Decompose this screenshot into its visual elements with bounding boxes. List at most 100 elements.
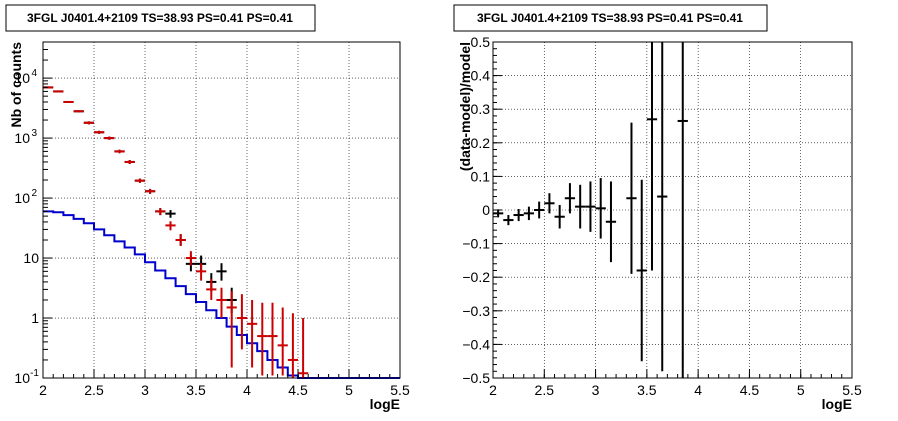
counts-ylabel: Nb of counts [8,42,24,128]
residual-y-tick-label: −0.1 [462,236,490,252]
data-point-red [226,291,237,368]
residual-point [585,181,596,232]
residual-panel: 3FGL J0401.4+2109 TS=38.93 PS=0.41 PS=0.… [453,4,862,412]
data-point-red [134,178,145,183]
data-point-red [155,208,166,216]
residual-x-tick-label: 2 [489,382,497,398]
residual-point [595,178,606,239]
counts-y-tick-label: 10 [14,130,30,146]
counts-y-tick-label: 10 [23,250,39,266]
residual-point [657,42,668,372]
counts-xlabel: logE [370,396,400,412]
residual-y-tick-label: −0.4 [462,336,490,352]
residual-y-tick-label: 0.5 [471,34,491,50]
data-point-red [145,188,156,194]
counts-y-tick-label: 10 [14,70,30,86]
counts-y-tick-label: 1 [31,310,39,326]
data-point-red [277,307,288,376]
residual-point [677,42,688,378]
data-point-red [236,294,247,350]
data-point-red [124,160,135,164]
residual-point [493,209,504,218]
residual-point [564,183,576,214]
residual-title: 3FGL J0401.4+2109 TS=38.93 PS=0.41 PS=0.… [477,11,743,25]
residual-x-tick-label: 3.5 [637,382,657,398]
residual-y-tick-label: 0.4 [471,68,491,84]
residual-y-tick-label: −0.5 [462,370,490,386]
data-point-red [165,221,176,231]
data-point-red [175,234,186,246]
data-point-red [257,302,268,376]
counts-grid [43,42,400,378]
residual-x-tick-label: 5.5 [842,382,862,398]
residual-axes: 2 2.5 3 3.5 4 4.5 5 5.5 −0.5 −0.4 −0.3 −0.2 −0.1 0 0.1… [462,34,862,398]
residual-point [503,215,514,226]
counts-x-tick-label: 3.5 [186,382,206,398]
residual-y-tick-label: 0.3 [471,101,491,117]
counts-y-tick-exponent: -1 [30,368,39,379]
residual-point [626,122,637,274]
data-point-red [83,121,94,125]
residual-point [605,181,617,263]
data-point-black [216,263,227,281]
counts-y-tick-exponent: 4 [31,68,37,79]
data-point-red [247,299,258,368]
counts-x-tick-label: 2 [39,382,47,398]
data-point-red [298,318,309,378]
data-point-red [114,149,125,154]
counts-y-tick-label: 10 [14,190,30,206]
residual-y-tick-label: 0 [482,202,490,218]
residual-point [544,193,555,214]
counts-marks [43,86,400,379]
data-point-red [206,278,217,300]
counts-y-tick-exponent: 2 [31,188,37,199]
counts-title-box [5,4,316,32]
data-point-red [94,130,105,134]
residual-marks [493,42,688,378]
data-point-red [63,100,74,103]
counts-x-tick-label: 2.5 [84,382,104,398]
residual-y-tick-label: −0.3 [462,303,490,319]
residual-title-box [453,4,768,32]
counts-x-tick-label: 4 [243,382,251,398]
data-point-red [53,90,64,93]
residual-point [554,204,565,229]
counts-x-tick-label: 5 [345,382,353,398]
counts-panel: 3FGL J0401.4+2109 TS=38.93 PS=0.41 PS=0.… [5,4,410,412]
counts-x-tick-label: 5.5 [390,382,410,398]
residual-ylabel: (data-model)/model [457,42,473,171]
counts-title: 3FGL J0401.4+2109 TS=38.93 PS=0.41 PS=0.… [27,11,293,25]
counts-x-tick-label: 3 [141,382,149,398]
data-point-red [73,110,84,113]
counts-x-tick-label: 4.5 [288,382,308,398]
counts-y-tick-exponent: 3 [31,128,37,139]
residual-x-tick-label: 4.5 [740,382,760,398]
residual-y-tick-label: −0.2 [462,269,490,285]
data-point-red [185,251,196,266]
residual-frame [492,41,853,379]
residual-point [575,184,586,229]
residual-point [534,201,545,219]
residual-y-tick-label: 0.1 [471,168,491,184]
counts-y-tick-label: 10 [14,370,30,386]
residual-x-tick-label: 2.5 [535,382,555,398]
data-point-red [104,136,115,140]
data-point-red [196,263,207,281]
data-point-black [165,210,176,218]
residual-grid [493,42,852,378]
residual-point [513,208,524,222]
residual-y-tick-label: 0.2 [471,135,491,151]
residual-xlabel: logE [822,396,852,412]
residual-point [646,42,658,271]
data-point-red [216,287,227,319]
residual-point [636,179,647,362]
residual-point [523,206,535,221]
residual-x-tick-label: 3 [592,382,600,398]
data-point-red [267,302,278,376]
data-point-red [287,313,298,378]
residual-x-tick-label: 5 [797,382,805,398]
residual-x-tick-label: 4 [694,382,702,398]
